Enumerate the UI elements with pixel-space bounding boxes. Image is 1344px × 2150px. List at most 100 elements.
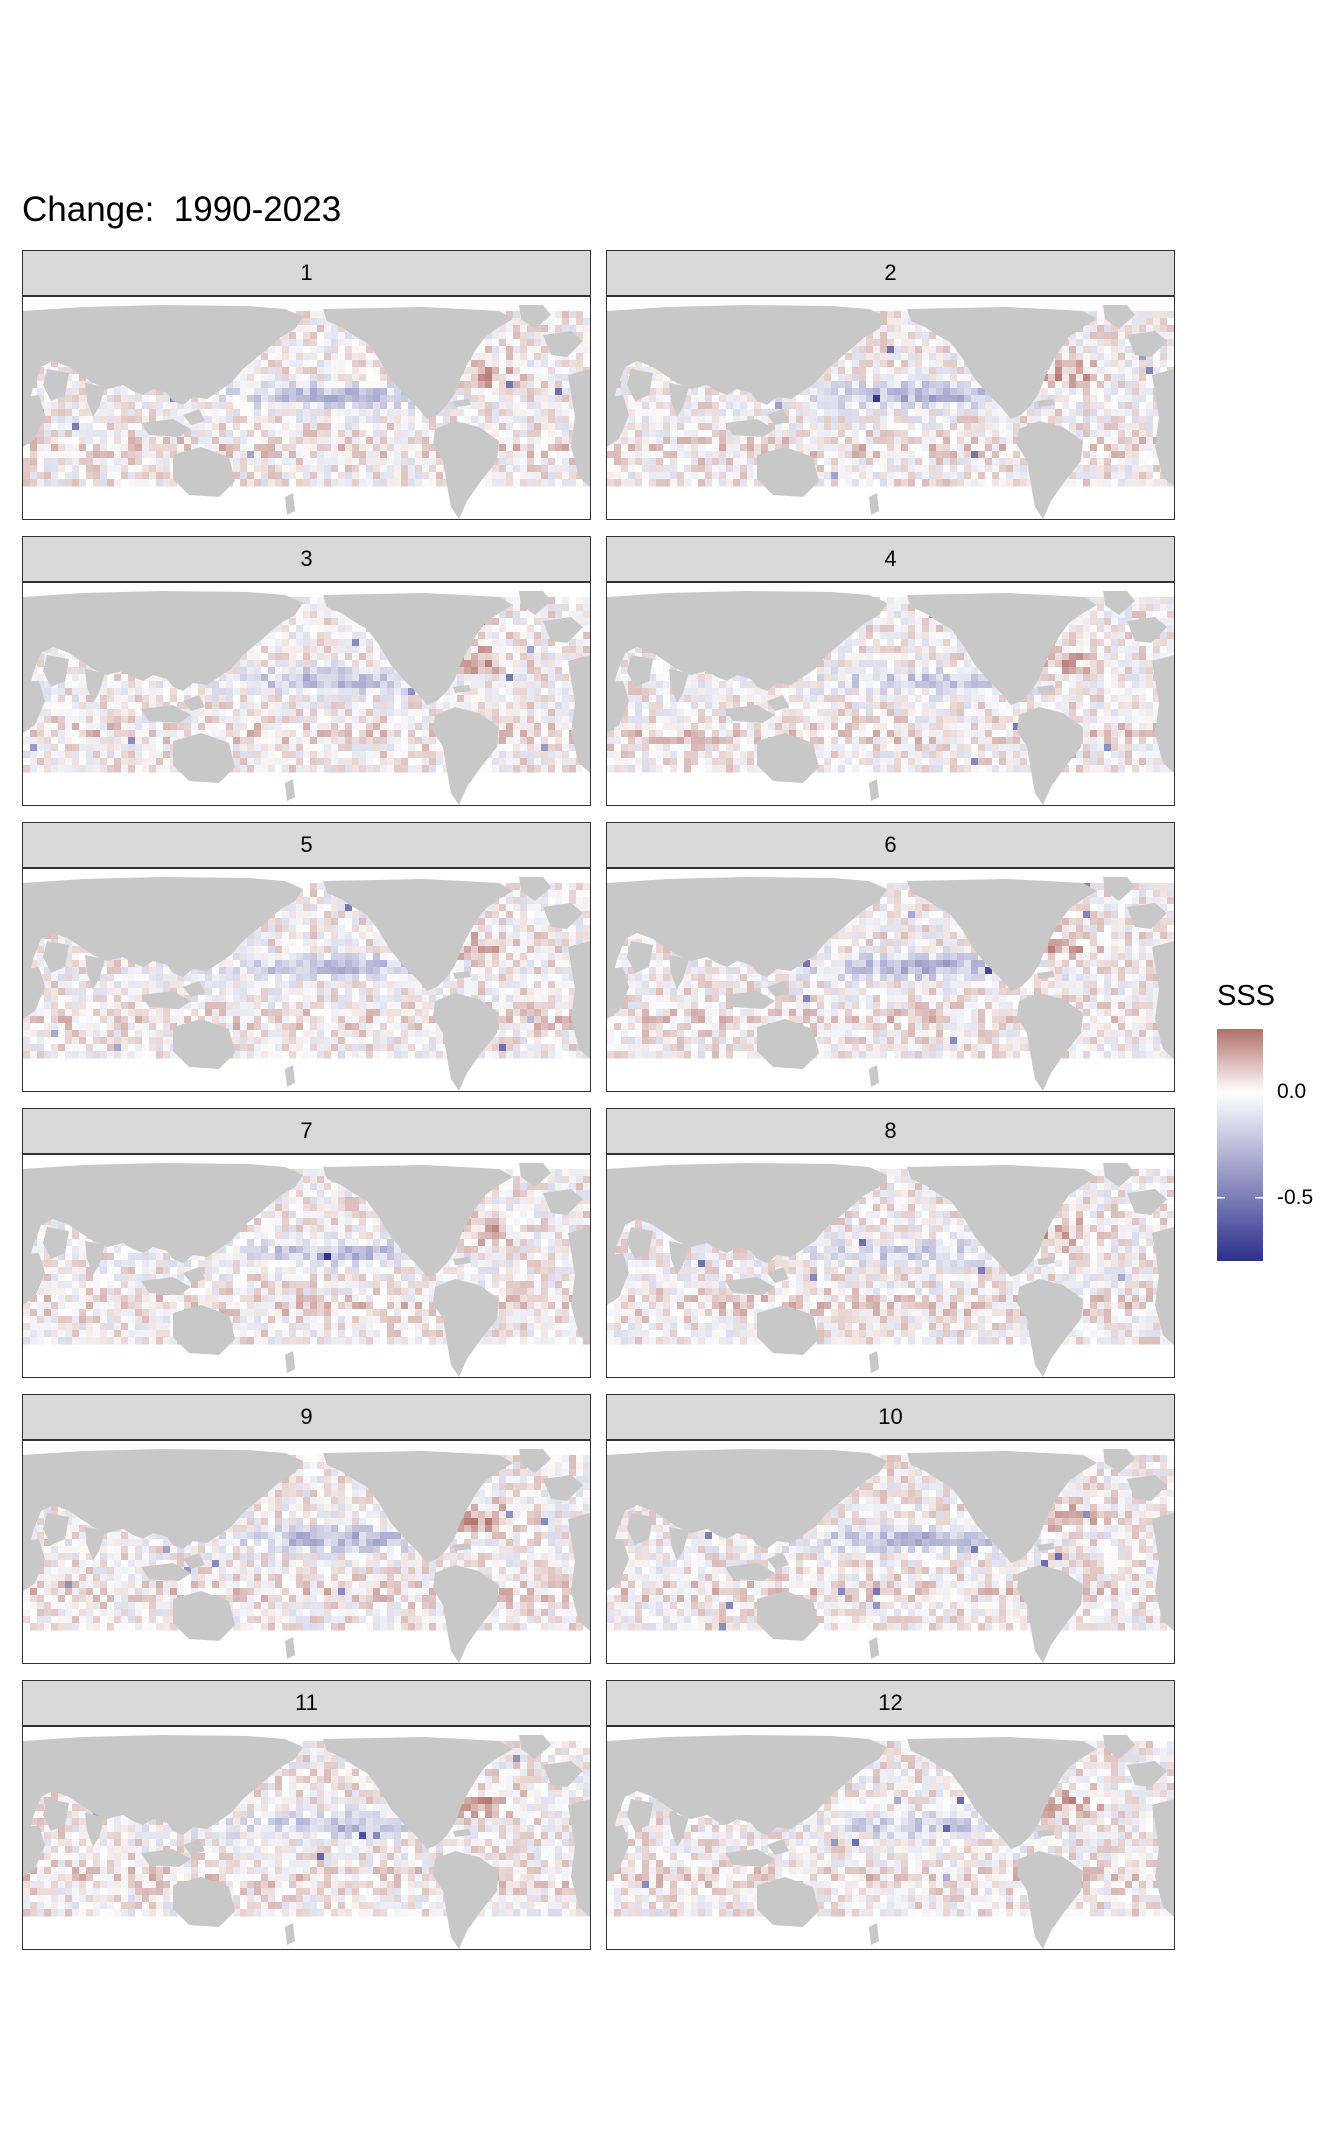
sss-cell [548,444,556,452]
sss-cell [310,430,318,438]
sss-cell [936,437,944,445]
sss-cell [621,430,629,438]
sss-cell [1069,416,1077,424]
sss-cell [684,472,692,480]
sss-cell [499,653,507,661]
sss-cell [719,409,727,417]
sss-cell [824,395,832,403]
sss-cell [51,423,59,431]
sss-cell [289,625,297,633]
sss-cell [394,423,402,431]
sss-cell [275,646,283,654]
sss-cell [289,367,297,375]
sss-cell [824,472,832,480]
sss-cell [72,458,80,466]
sss-cell [936,381,944,389]
sss-cell [121,479,129,487]
sss-cell [894,381,902,389]
sss-cell [338,632,346,640]
sss-cell [803,451,811,459]
sss-cell [317,360,325,368]
sss-cell [642,423,650,431]
sss-cell [859,367,867,375]
sss-cell [747,395,755,403]
sss-cell [513,472,521,480]
sss-cell [880,339,888,347]
sss-cell [233,409,241,417]
sss-cell [373,388,381,396]
sss-cell [240,451,248,459]
sss-cell [922,332,930,340]
sss-cell [317,597,325,605]
sss-cell [1006,423,1014,431]
sss-cell [824,444,832,452]
sss-cell [1118,458,1126,466]
sss-cell [1153,479,1161,487]
sss-cell [303,430,311,438]
sss-cell [485,409,493,417]
sss-cell [345,653,353,661]
sss-cell [233,465,241,473]
sss-cell [114,458,122,466]
sss-cell [1111,346,1119,354]
sss-cell [555,458,563,466]
sss-cell [464,653,472,661]
sss-cell [887,388,895,396]
sss-cell [254,416,262,424]
sss-cell [548,388,556,396]
sss-cell [908,409,916,417]
sss-cell [58,472,66,480]
sss-cell [506,646,514,654]
sss-cell [254,367,262,375]
sss-cell [943,388,951,396]
sss-cell [866,332,874,340]
sss-cell [831,430,839,438]
sss-cell [1125,388,1133,396]
sss-cell [352,653,360,661]
sss-cell [698,451,706,459]
sss-cell [163,402,171,410]
sss-cell [915,416,923,424]
sss-cell [649,444,657,452]
sss-cell [534,395,542,403]
sss-cell [726,402,734,410]
sss-cell [621,367,629,375]
sss-cell [901,318,909,326]
sss-cell [1139,402,1147,410]
sss-cell [86,416,94,424]
land-shape [453,399,471,407]
sss-cell [107,388,115,396]
sss-cell [929,374,937,382]
sss-cell [824,458,832,466]
sss-cell [254,437,262,445]
sss-cell [338,332,346,340]
sss-cell [999,458,1007,466]
sss-cell [191,402,199,410]
sss-cell [282,639,290,647]
sss-cell [1097,346,1105,354]
sss-cell [303,625,311,633]
sss-cell [929,472,937,480]
sss-cell [761,416,769,424]
sss-cell [1090,311,1098,319]
sss-cell [436,409,444,417]
sss-cell [555,667,563,675]
sss-cell [520,472,528,480]
sss-cell [247,667,255,675]
sss-cell [324,430,332,438]
sss-cell [324,611,332,619]
sss-cell [296,311,304,319]
sss-cell [1090,451,1098,459]
sss-cell [352,458,360,466]
sss-cell [296,374,304,382]
sss-cell [198,437,206,445]
sss-cell [817,409,825,417]
sss-cell [275,660,283,668]
sss-cell [677,381,685,389]
sss-cell [569,465,577,473]
sss-cell [310,611,318,619]
sss-cell [1146,437,1154,445]
sss-cell [478,381,486,389]
sss-cell [1160,346,1168,354]
sss-cell [740,395,748,403]
